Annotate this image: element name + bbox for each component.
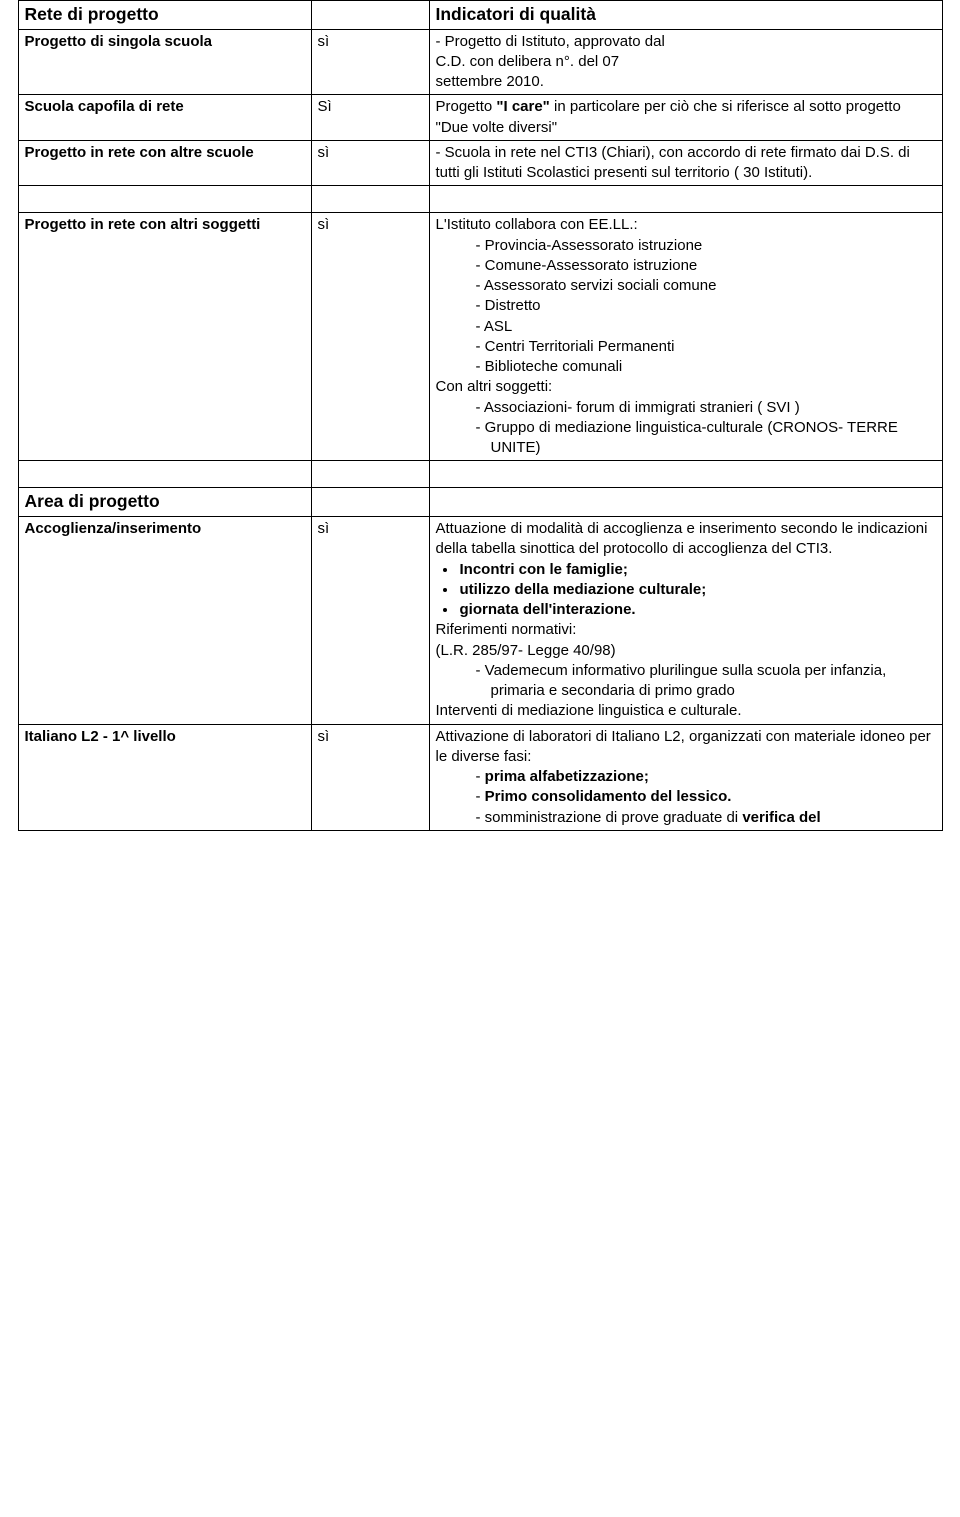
row6-label: Italiano L2 - 1^ livello	[18, 724, 311, 830]
row4-list-item: Centri Territoriali Permanenti	[476, 337, 936, 357]
header-col1: Rete di progetto	[18, 1, 311, 30]
spacer1-col3	[429, 186, 942, 213]
row5-p2: Riferimenti normativi:	[436, 620, 936, 640]
spacer2-col2	[311, 461, 429, 488]
row6-desc: Attivazione di laboratori di Italiano L2…	[429, 724, 942, 830]
row6-list-item: somministrazione di prove graduate di ve…	[476, 808, 936, 828]
row5-dash: Vademecum informativo plurilingue sulla …	[476, 661, 936, 702]
document-table: Rete di progetto Indicatori di qualità P…	[18, 0, 943, 831]
row2-label: Scuola capofila di rete	[18, 95, 311, 141]
row4-list-item: ASL	[476, 317, 936, 337]
row6-p1: Attivazione di laboratori di Italiano L2…	[436, 727, 936, 768]
row5-p4: Interventi di mediazione linguistica e c…	[436, 701, 936, 721]
row2-text1: Progetto	[436, 98, 497, 115]
row3-val: sì	[311, 140, 429, 186]
row5-bullets: Incontri con le famiglie;utilizzo della …	[458, 560, 936, 621]
row4-sublist: Associazioni- forum di immigrati stranie…	[476, 398, 936, 459]
spacer2-col1	[18, 461, 311, 488]
spacer2-col3	[429, 461, 942, 488]
row4-sub: Con altri soggetti:	[436, 377, 936, 397]
row4-list-item: Provincia-Assessorato istruzione	[476, 236, 936, 256]
area-header-col2	[311, 488, 429, 517]
row1-label: Progetto di singola scuola	[18, 29, 311, 95]
row5-bullet-item: Incontri con le famiglie;	[458, 560, 936, 580]
row4-intro: L'Istituto collabora con EE.LL.:	[436, 215, 936, 235]
row5-bullet-item: giornata dell'interazione.	[458, 600, 936, 620]
row4-sublist-item: Associazioni- forum di immigrati stranie…	[476, 398, 936, 418]
row1-line3: settembre 2010.	[436, 72, 936, 92]
row3-desc: - Scuola in rete nel CTI3 (Chiari), con …	[429, 140, 942, 186]
spacer1-col2	[311, 186, 429, 213]
row5-val: sì	[311, 517, 429, 725]
row5-p3: (L.R. 285/97- Legge 40/98)	[436, 641, 936, 661]
header-col2	[311, 1, 429, 30]
row4-list-item: Assessorato servizi sociali comune	[476, 276, 936, 296]
row4-list-item: Distretto	[476, 296, 936, 316]
row4-desc: L'Istituto collabora con EE.LL.: Provinc…	[429, 213, 942, 461]
row5-bullet-item: utilizzo della mediazione culturale;	[458, 580, 936, 600]
header-col3: Indicatori di qualità	[429, 1, 942, 30]
area-header-col3	[429, 488, 942, 517]
row6-list-item: prima alfabetizzazione;	[476, 767, 936, 787]
row4-list-item: Biblioteche comunali	[476, 357, 936, 377]
area-header: Area di progetto	[18, 488, 311, 517]
spacer1-col1	[18, 186, 311, 213]
row5-dashlist: Vademecum informativo plurilingue sulla …	[476, 661, 936, 702]
row4-list: Provincia-Assessorato istruzioneComune-A…	[476, 236, 936, 378]
row4-label: Progetto in rete con altri soggetti	[18, 213, 311, 461]
row2-bold: "I care"	[496, 98, 549, 115]
row2-val: Sì	[311, 95, 429, 141]
row5-label: Accoglienza/inserimento	[18, 517, 311, 725]
row4-val: sì	[311, 213, 429, 461]
row5-desc: Attuazione di modalità di accoglienza e …	[429, 517, 942, 725]
row6-list-item: Primo consolidamento del lessico.	[476, 787, 936, 807]
row2-desc: Progetto "I care" in particolare per ciò…	[429, 95, 942, 141]
row1-val: sì	[311, 29, 429, 95]
row3-label: Progetto in rete con altre scuole	[18, 140, 311, 186]
row1-line1: - Progetto di Istituto, approvato dal	[436, 32, 936, 52]
row4-list-item: Comune-Assessorato istruzione	[476, 256, 936, 276]
row6-list: prima alfabetizzazione;Primo consolidame…	[476, 767, 936, 828]
row1-line2: C.D. con delibera n°. del 07	[436, 52, 936, 72]
row4-sublist-item: Gruppo di mediazione linguistica-cultura…	[476, 418, 936, 459]
row1-desc: - Progetto di Istituto, approvato dal C.…	[429, 29, 942, 95]
row5-p1: Attuazione di modalità di accoglienza e …	[436, 519, 936, 560]
row6-val: sì	[311, 724, 429, 830]
